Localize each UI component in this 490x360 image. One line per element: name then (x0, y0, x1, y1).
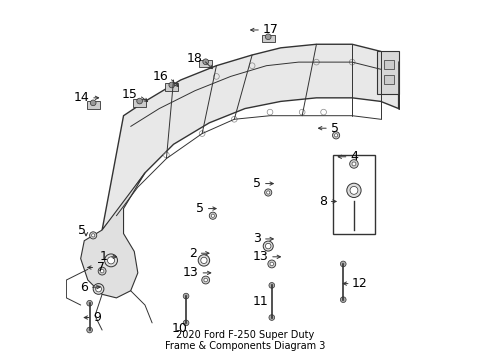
Circle shape (267, 191, 270, 194)
Text: 4: 4 (350, 150, 358, 163)
Circle shape (100, 269, 104, 273)
Text: 6: 6 (80, 281, 88, 294)
Circle shape (204, 278, 207, 282)
Circle shape (350, 159, 358, 168)
Text: 18: 18 (186, 52, 202, 65)
Text: 2: 2 (189, 247, 197, 260)
Bar (133, 99, 146, 107)
Circle shape (96, 286, 101, 292)
Circle shape (340, 162, 343, 166)
Circle shape (347, 183, 361, 198)
Bar (384, 75, 394, 84)
Circle shape (333, 132, 340, 139)
Circle shape (265, 189, 272, 196)
Text: 5: 5 (253, 177, 261, 190)
Text: 13: 13 (252, 250, 268, 263)
Circle shape (352, 162, 356, 166)
Circle shape (87, 327, 93, 333)
Circle shape (266, 243, 271, 249)
Text: 2020 Ford F-250 Super Duty
Frame & Components Diagram 3: 2020 Ford F-250 Super Duty Frame & Compo… (165, 330, 325, 351)
Circle shape (137, 98, 143, 104)
Text: 9: 9 (93, 311, 101, 324)
Bar (87, 101, 99, 109)
Text: 5: 5 (196, 202, 204, 215)
Circle shape (266, 34, 271, 40)
Circle shape (98, 267, 106, 275)
Bar (333, 155, 375, 234)
Polygon shape (377, 51, 398, 94)
Circle shape (269, 315, 275, 320)
Circle shape (87, 300, 93, 306)
Text: 10: 10 (172, 322, 188, 335)
Circle shape (202, 276, 210, 284)
Circle shape (209, 212, 217, 219)
Text: 14: 14 (74, 91, 90, 104)
Text: 3: 3 (253, 233, 261, 246)
Circle shape (341, 261, 346, 267)
Circle shape (93, 284, 104, 294)
Circle shape (335, 134, 338, 137)
Circle shape (211, 214, 215, 217)
Circle shape (203, 59, 209, 64)
Text: 11: 11 (252, 295, 268, 308)
Text: 5: 5 (78, 224, 86, 237)
Bar (262, 35, 275, 42)
Text: 16: 16 (152, 70, 168, 83)
Text: 15: 15 (122, 88, 138, 101)
Circle shape (104, 254, 118, 267)
Bar (384, 60, 394, 69)
Circle shape (341, 297, 346, 302)
Circle shape (270, 262, 273, 266)
Circle shape (169, 82, 174, 88)
Polygon shape (81, 173, 145, 298)
Circle shape (337, 159, 346, 168)
Bar (165, 83, 178, 91)
Circle shape (90, 100, 96, 106)
Circle shape (90, 232, 97, 239)
Circle shape (201, 257, 207, 264)
Circle shape (269, 283, 275, 288)
Text: 1: 1 (99, 250, 107, 263)
Bar (199, 60, 212, 67)
Text: 12: 12 (352, 277, 368, 290)
Circle shape (268, 260, 276, 268)
Text: 13: 13 (183, 266, 198, 279)
Circle shape (107, 257, 115, 264)
Circle shape (183, 320, 189, 326)
Text: 5: 5 (331, 122, 339, 135)
Polygon shape (102, 44, 398, 230)
Text: 8: 8 (319, 195, 327, 208)
Circle shape (263, 241, 273, 251)
Circle shape (198, 255, 210, 266)
Circle shape (350, 186, 358, 194)
Circle shape (183, 293, 189, 299)
Text: 7: 7 (97, 261, 105, 274)
Circle shape (92, 234, 95, 237)
Text: 17: 17 (263, 23, 279, 36)
